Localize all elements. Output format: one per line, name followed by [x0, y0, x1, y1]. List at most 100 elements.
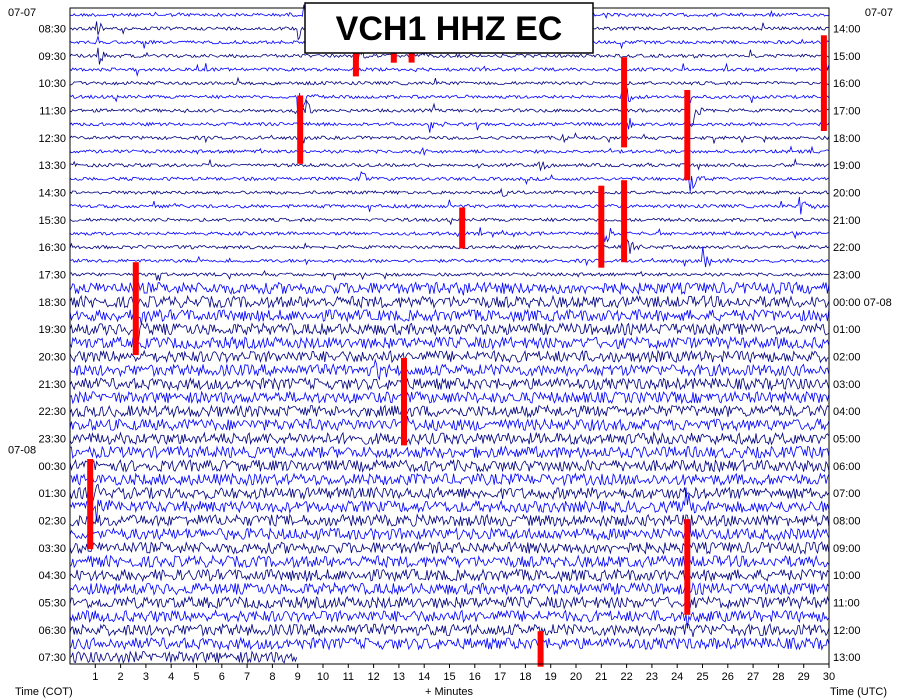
left-tick-label: 02:30 [38, 516, 66, 528]
left-tick-label: 11:30 [39, 106, 66, 118]
clip-mark-5 [684, 90, 691, 181]
trace-25 [69, 349, 829, 364]
left-tick-label: 17:30 [38, 270, 66, 282]
left-axis-label: Time (COT) [15, 686, 73, 698]
x-tick-label-8: 8 [269, 671, 275, 683]
trace-22 [69, 298, 830, 334]
x-tick-label-9: 9 [295, 671, 301, 683]
x-tick-label-11: 11 [343, 671, 354, 683]
trace-10 [69, 145, 829, 157]
left-time-axis: 08:30 09:30 10:30 11:30 12:30 13:30 14:30 15:30… [8, 7, 66, 664]
helicorder-traces [69, 4, 830, 665]
right-tick-label: 10:00 [833, 570, 861, 582]
trace-5 [69, 76, 829, 86]
trace-14 [69, 196, 830, 215]
x-tick-label-29: 29 [798, 671, 810, 683]
x-tick-label-17: 17 [494, 671, 506, 683]
x-tick-label-26: 26 [722, 671, 734, 683]
right-date-label: 07-07 [865, 7, 893, 19]
right-tick-label: 02:00 [833, 352, 861, 364]
x-tick-label-23: 23 [646, 671, 658, 683]
left-tick-label: 04:30 [38, 570, 66, 582]
clip-mark-0 [297, 95, 304, 164]
right-tick-label: 23:00 [833, 270, 861, 282]
x-tick-label-13: 13 [393, 671, 405, 683]
chart-title: VCH1 HHZ EC [336, 10, 563, 48]
clip-mark-13 [684, 519, 691, 615]
trace-47 [69, 650, 298, 665]
clip-mark-9 [459, 207, 466, 249]
trace-20 [69, 281, 830, 296]
trace-38 [69, 526, 830, 542]
left-tick-label: 13:30 [38, 160, 66, 172]
trace-43 [69, 595, 830, 610]
left-tick-label: 00:30 [38, 461, 66, 473]
trace-44 [69, 609, 830, 629]
trace-7 [69, 99, 829, 127]
trace-35 [69, 483, 830, 513]
x-tick-label-16: 16 [469, 671, 481, 683]
x-tick-label-1: 1 [92, 671, 98, 683]
clip-mark-11 [401, 357, 407, 446]
trace-42 [69, 581, 830, 596]
x-tick-label-19: 19 [545, 671, 557, 683]
x-tick-label-12: 12 [367, 671, 379, 683]
left-tick-label: 23:30 [38, 434, 66, 446]
left-tick-label: 05:30 [38, 598, 66, 610]
trace-3 [69, 47, 830, 73]
left-tick-label: 15:30 [38, 215, 66, 227]
left-tick-label: 19:30 [38, 324, 66, 336]
clip-mark-4 [621, 57, 628, 148]
trace-26 [69, 358, 830, 381]
trace-4 [69, 45, 830, 77]
left-tick-label: 07:30 [38, 652, 66, 664]
trace-46 [69, 636, 830, 651]
right-axis-label: Time (UTC) [830, 686, 887, 698]
left-tick-label: 22:30 [38, 406, 66, 418]
trace-8 [69, 117, 830, 133]
left-tick-label: 21:30 [38, 379, 66, 391]
trace-6 [69, 88, 830, 126]
left-tick-label: 06:30 [38, 625, 66, 637]
trace-27 [69, 376, 830, 392]
x-tick-label-4: 4 [168, 671, 174, 683]
left-tick-label: 01:30 [38, 488, 66, 500]
left-tick-label: 14:30 [38, 188, 66, 200]
trace-23 [69, 322, 830, 341]
left-tick-label: 18:30 [38, 297, 66, 309]
clip-mark-7 [598, 185, 605, 268]
x-tick-label-30: 30 [823, 671, 835, 683]
right-tick-label: 00:00 07-08 [833, 297, 892, 309]
trace-24 [69, 335, 830, 351]
trace-12 [69, 171, 829, 192]
clip-mark-6 [820, 35, 827, 131]
x-tick-label-28: 28 [772, 671, 784, 683]
trace-28 [69, 390, 830, 405]
trace-37 [69, 513, 830, 533]
left-tick-label: 03:30 [38, 543, 66, 555]
x-axis: 1 2 3 4 5 6 7 8 9 10 11 12 13 14 15 16 17 18 19 20 21 22 23 24 2… [92, 664, 835, 683]
right-tick-label: 04:00 [833, 406, 861, 418]
x-tick-label-18: 18 [519, 671, 531, 683]
x-tick-label-7: 7 [244, 671, 250, 683]
x-axis-label: + Minutes [425, 686, 473, 698]
trace-33 [69, 458, 830, 473]
left-tick-label: 10:30 [38, 78, 66, 90]
left-tick-label: 09:30 [38, 51, 66, 63]
x-tick-label-14: 14 [418, 671, 430, 683]
plot-background [70, 8, 829, 664]
left-tick-label: 12:30 [38, 133, 66, 145]
trace-11 [69, 157, 830, 172]
x-tick-label-5: 5 [193, 671, 199, 683]
right-tick-label: 11:00 [833, 598, 860, 610]
x-tick-label-3: 3 [143, 671, 149, 683]
right-tick-label: 14:00 [833, 24, 861, 36]
trace-16 [69, 227, 829, 243]
right-tick-label: 01:00 [833, 324, 861, 336]
right-tick-label: 21:00 [833, 215, 861, 227]
trace-34 [69, 472, 830, 487]
right-tick-label: 06:00 [833, 461, 861, 473]
clip-mark-8 [621, 180, 628, 263]
trace-32 [69, 445, 830, 460]
left-tick-label: 20:30 [38, 352, 66, 364]
